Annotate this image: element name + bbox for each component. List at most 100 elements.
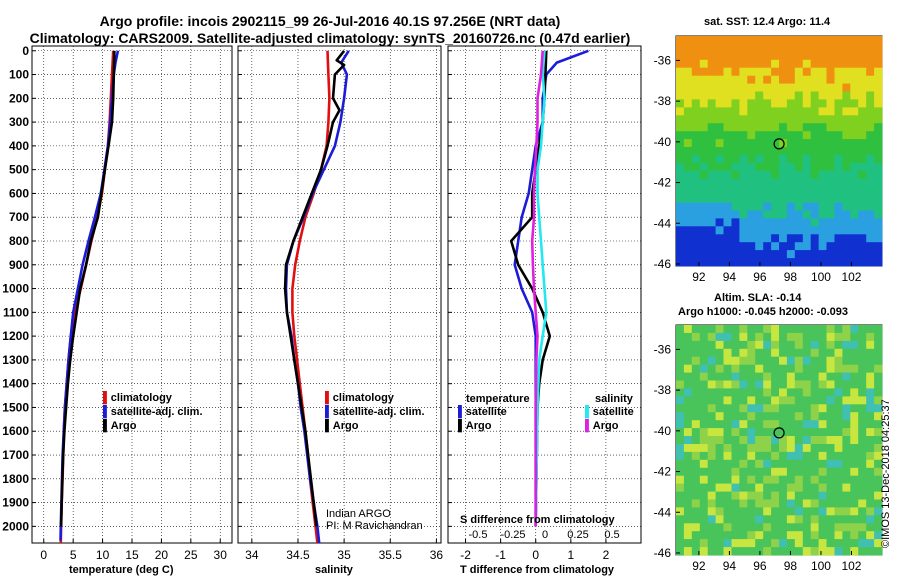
depth-tick-label: 1700: [2, 448, 29, 462]
depth-tick-label: 400: [9, 139, 29, 153]
lat-tick-label: -36: [654, 53, 672, 67]
lon-tick-label: 98: [784, 559, 798, 573]
series-line-argo: [283, 50, 346, 527]
depth-tick-label: 200: [9, 91, 29, 105]
legend-item-climatology: ▌climatology: [103, 392, 172, 404]
lon-tick-label: 92: [692, 559, 706, 573]
depth-tick-label: 0: [22, 44, 29, 58]
legend-header-temperature: temperature: [466, 393, 530, 405]
series-line-salinity-argo: [530, 50, 544, 527]
credit-text: ©IMOS 13-Dec-2018 04:25:37: [880, 399, 892, 548]
s-difference-tick-label: 0: [541, 529, 549, 541]
depth-tick-label: 300: [9, 115, 29, 129]
lon-tick-label: 96: [753, 270, 767, 284]
depth-tick-label: 100: [9, 68, 29, 82]
lat-tick-label: -40: [654, 135, 672, 149]
x-tick-label: 34.5: [286, 548, 310, 562]
lat-tick-label: -44: [654, 216, 672, 230]
depth-tick-label: 1200: [2, 329, 29, 343]
lon-tick-label: 96: [753, 559, 767, 573]
legend-item-argo: ▌Argo: [103, 420, 137, 432]
series-line-argo: [59, 50, 116, 527]
depth-tick-label: 2000: [2, 519, 29, 533]
depth-tick-label: 1900: [2, 496, 29, 510]
lon-tick-label: 94: [723, 559, 737, 573]
s-difference-tick-label: 0.25: [567, 529, 589, 541]
lat-tick-label: -40: [654, 424, 672, 438]
annotation-line1: Indian ARGO: [326, 508, 391, 520]
x-tick-label: 25: [184, 548, 198, 562]
x-tick-label: 15: [125, 548, 139, 562]
legend-item-s-argo: ▌Argo: [585, 420, 619, 432]
x-tick-label: 5: [70, 548, 77, 562]
chart-title-line2: Climatology: CARS2009. Satellite-adjuste…: [29, 30, 631, 46]
lon-tick-label: 94: [723, 270, 737, 284]
x-tick-label: 0: [532, 548, 539, 562]
legend-header-salinity: salinity: [595, 393, 633, 405]
lat-tick-label: -46: [654, 257, 672, 271]
x-tick-label: -2: [460, 548, 471, 562]
x-axis-label-t-difference: T difference from climatology: [460, 564, 615, 576]
x-tick-label: 10: [96, 548, 110, 562]
legend-item-climatology: ▌climatology: [325, 392, 394, 404]
sla-map: [676, 325, 883, 556]
sla-map-title: Altim. SLA: -0.14: [714, 292, 802, 304]
depth-tick-label: 1400: [2, 377, 29, 391]
depth-tick-label: 1100: [3, 305, 29, 319]
legend-item-satellite: ▌satellite-adj. clim.: [103, 406, 203, 418]
lon-tick-label: 102: [841, 559, 861, 573]
legend-item-s-satellite: ▌satellite: [585, 406, 634, 418]
x-tick-label: 0: [40, 548, 47, 562]
depth-tick-label: 1000: [2, 282, 29, 296]
depth-tick-label: 800: [9, 234, 29, 248]
lat-tick-label: -38: [654, 94, 672, 108]
lat-tick-label: -44: [654, 505, 672, 519]
depth-tick-label: 1600: [2, 424, 29, 438]
depth-tick-label: 700: [9, 210, 29, 224]
x-tick-label: 1: [567, 548, 574, 562]
depth-tick-label: 1300: [2, 353, 29, 367]
argo-marker: [773, 427, 785, 439]
x-tick-label: 2: [603, 548, 610, 562]
depth-tick-label: 600: [9, 186, 29, 200]
lat-tick-label: -46: [654, 546, 672, 560]
lon-tick-label: 98: [784, 270, 798, 284]
x-tick-label: -1: [495, 548, 506, 562]
x-tick-label: 36: [430, 548, 444, 562]
annotation-line2: PI: M Ravichandran: [326, 520, 423, 532]
lat-tick-label: -38: [654, 383, 672, 397]
x-tick-label: 20: [155, 548, 169, 562]
lat-tick-label: -36: [654, 342, 672, 356]
depth-tick-label: 1800: [2, 472, 29, 486]
lat-tick-label: -42: [654, 465, 672, 479]
sla-map-subtitle: Argo h1000: -0.045 h2000: -0.093: [678, 306, 848, 318]
x-tick-label: 35.5: [379, 548, 403, 562]
legend-item-argo: ▌Argo: [325, 420, 359, 432]
lat-tick-label: -42: [654, 176, 672, 190]
lon-tick-label: 92: [692, 270, 706, 284]
depth-tick-label: 1500: [2, 400, 29, 414]
series-line-salinity-satellite: [534, 50, 548, 527]
sst-map: [676, 36, 883, 267]
sst-map-title: sat. SST: 12.4 Argo: 11.4: [704, 16, 831, 28]
s-difference-tick-label: -0.5: [468, 529, 488, 541]
s-difference-tick-label: 0.5: [604, 529, 620, 541]
s-difference-tick-label: -0.25: [500, 529, 526, 541]
x-axis-label-salinity: salinity: [315, 564, 353, 576]
chart-title-line1: Argo profile: incois 2902115_99 26-Jul-2…: [99, 13, 561, 29]
lon-tick-label: 100: [811, 559, 831, 573]
argo-marker: [773, 138, 785, 150]
depth-tick-label: 900: [9, 258, 29, 272]
x-axis-label-s-difference: S difference from climatology: [460, 514, 615, 526]
x-tick-label: 35: [337, 548, 351, 562]
legend-item-t-satellite: ▌satellite: [458, 406, 507, 418]
legend-item-t-argo: ▌Argo: [458, 420, 492, 432]
legend-item-satellite: ▌satellite-adj. clim.: [325, 406, 425, 418]
x-tick-label: 34: [245, 548, 259, 562]
x-tick-label: 30: [214, 548, 228, 562]
lon-tick-label: 102: [841, 270, 861, 284]
x-axis-label-temperature: temperature (deg C): [69, 564, 174, 576]
lon-tick-label: 100: [811, 270, 831, 284]
depth-tick-label: 500: [9, 163, 29, 177]
